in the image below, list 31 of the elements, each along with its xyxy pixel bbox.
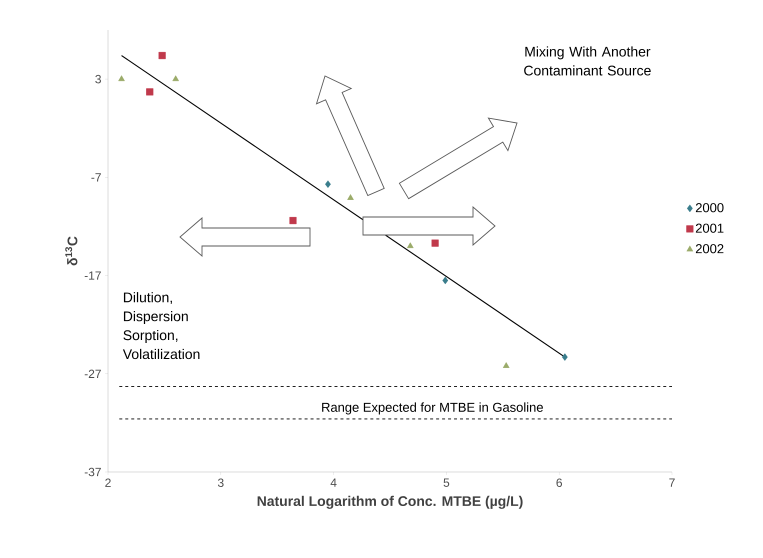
x-tick-label: 7 <box>669 478 675 487</box>
x-tick-label: 4 <box>330 478 337 487</box>
point <box>172 75 179 82</box>
y-tick-label: -7 <box>91 173 101 182</box>
y-tick-label: 3 <box>95 74 101 84</box>
point <box>289 216 297 224</box>
point <box>325 180 331 188</box>
x-axis-title: Natural Logarithm of Conc. MTBE (µg/L) <box>258 496 523 509</box>
ref-line-label: Range Expected for MTBE in Gasoline <box>322 402 543 414</box>
x-tick-label: 2 <box>105 478 111 487</box>
point <box>118 75 125 82</box>
x-tick-label: 3 <box>218 478 224 487</box>
x-tick-label: 6 <box>556 478 562 487</box>
point <box>432 240 439 247</box>
legend-label: 2002 <box>696 244 724 254</box>
y-axis-title: δ$^{13}$C <box>65 236 78 266</box>
y-tick-label: -17 <box>84 271 101 280</box>
x-tick-label: 5 <box>444 478 450 487</box>
point <box>562 353 568 361</box>
annotation: Mixing With Another Contaminant Source <box>524 46 651 76</box>
y-tick-label: -27 <box>84 370 101 378</box>
point <box>347 194 354 200</box>
legend-label: 2000 <box>696 203 724 212</box>
point <box>407 242 414 248</box>
point <box>442 276 448 284</box>
point <box>158 52 166 60</box>
y-tick-label: -37 <box>84 468 101 476</box>
legend-label: 2001 <box>696 224 724 233</box>
annotation: Dilution, Dispersion Sorption, Volatilization <box>122 292 200 360</box>
point <box>146 88 154 96</box>
point <box>502 362 510 368</box>
